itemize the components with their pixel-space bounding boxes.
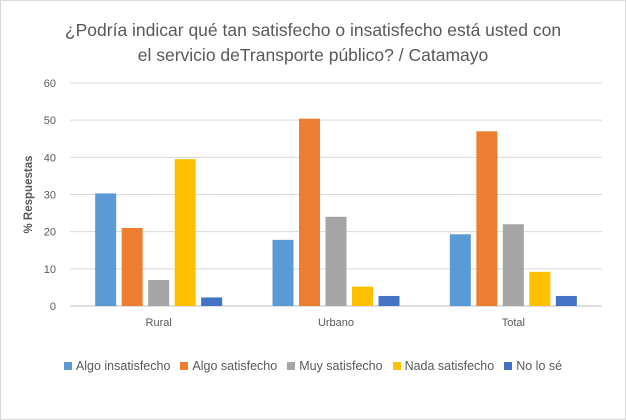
- y-tick-label: 10: [44, 264, 56, 276]
- chart-title-line-2: el servicio deTransporte público? / Cata…: [137, 45, 489, 65]
- x-tick-label: Urbano: [318, 317, 354, 329]
- bar-total-0: [449, 234, 471, 306]
- y-tick-label: 20: [44, 227, 56, 239]
- legend-item: Muy satisfecho: [287, 359, 383, 373]
- bar-urbano-2: [325, 216, 347, 306]
- bar-urbano-3: [352, 286, 373, 306]
- y-tick-label: 60: [44, 78, 56, 90]
- y-tick-label: 50: [44, 115, 56, 127]
- legend-swatch: [504, 362, 513, 370]
- legend-item: Algo insatisfecho: [63, 359, 171, 373]
- legend: Algo insatisfecho Algo satisfecho Muy sati…: [0, 359, 626, 373]
- legend-item: Algo satisfecho: [180, 359, 277, 373]
- bar-rural-3: [174, 159, 196, 306]
- legend-swatch: [63, 362, 72, 370]
- x-axis-ticks: Rural Urbano Total: [146, 317, 525, 329]
- legend-item: Nada satisfecho: [392, 359, 495, 373]
- bar-urbano-4: [378, 295, 400, 306]
- legend-label: Muy satisfecho: [299, 359, 383, 373]
- bar-rural-0: [95, 193, 117, 306]
- y-axis-label: % Respuestas: [23, 156, 35, 234]
- legend-label: Algo insatisfecho: [75, 359, 171, 373]
- legend-item: No lo sé: [504, 359, 562, 373]
- bar-rural-1: [121, 227, 143, 306]
- x-tick-label: Rural: [146, 317, 172, 329]
- bar-rural-2: [148, 279, 170, 306]
- y-tick-label: 40: [44, 152, 56, 164]
- bar-total-4: [555, 295, 577, 306]
- legend-swatch: [180, 362, 189, 370]
- legend-label: No lo sé: [516, 359, 563, 373]
- chart-title-line-1: ¿Podría indicar qué tan satisfecho o ins…: [64, 20, 562, 40]
- legend-swatch: [287, 362, 296, 370]
- legend-label: Nada satisfecho: [404, 359, 495, 373]
- bar-total-3: [529, 271, 551, 306]
- chart-title: ¿Podría indicar qué tan satisfecho o ins…: [40, 18, 586, 68]
- legend-swatch: [392, 362, 401, 370]
- legend-label: Algo satisfecho: [192, 359, 278, 373]
- bars: [95, 118, 577, 307]
- bar-total-1: [476, 131, 498, 306]
- x-tick-label: Total: [502, 317, 525, 329]
- bar-total-2: [502, 224, 524, 306]
- bar-rural-4: [201, 297, 223, 306]
- y-axis-ticks: 0 10 20 30 40 50 60: [44, 78, 56, 313]
- y-tick-label: 30: [44, 190, 56, 202]
- bar-urbano-0: [272, 239, 294, 306]
- y-tick-label: 0: [50, 301, 56, 313]
- bar-urbano-1: [299, 118, 320, 307]
